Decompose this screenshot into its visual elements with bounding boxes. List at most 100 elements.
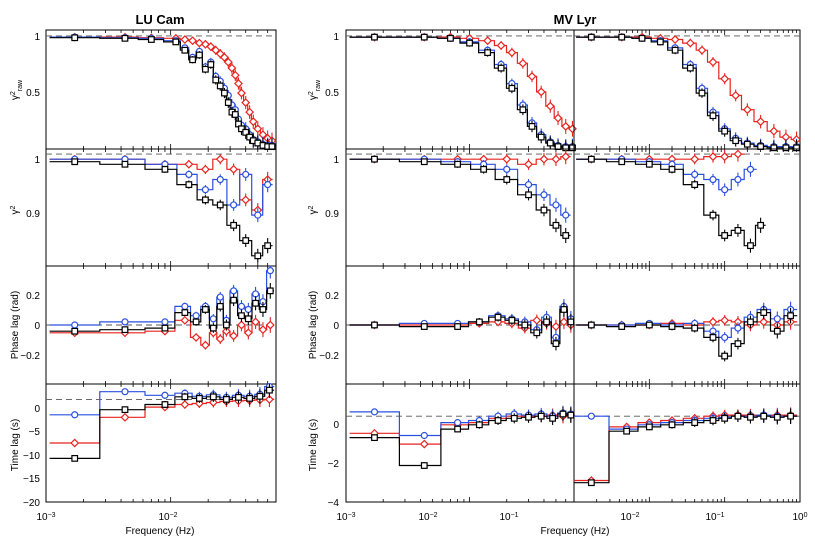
point-marker-red (241, 98, 251, 108)
point-marker-black (454, 323, 461, 330)
point-marker-black (537, 133, 545, 141)
axes-frame (573, 383, 801, 503)
point-marker-blue (746, 165, 755, 173)
point-marker-black (540, 206, 548, 214)
point-marker-black (71, 327, 79, 335)
point-marker-black (230, 296, 238, 304)
point-marker-red (223, 57, 233, 67)
point-marker-black (216, 201, 224, 209)
point-marker-black (202, 196, 209, 204)
ylabel-phase-right: Phase lag (rad) (308, 291, 319, 359)
point-marker-blue (192, 312, 200, 320)
point-marker-black (559, 410, 567, 418)
point-marker-blue (161, 391, 169, 399)
panel-lu-cam-phase-lag (45, 265, 277, 385)
point-marker-black (161, 324, 169, 332)
point-marker-red (742, 105, 752, 115)
panel-lu-cam-raw-coherence (45, 29, 277, 151)
point-marker-black (494, 313, 502, 321)
point-marker-black (71, 34, 79, 42)
series-line-red (576, 36, 800, 141)
ytick-coh-raw-05-right: 0.5 (325, 88, 339, 99)
point-marker-red (731, 91, 741, 100)
point-marker-red (496, 41, 506, 50)
ylabel-coh-raw-right: γ2raw (308, 79, 322, 100)
point-marker-black (562, 232, 570, 239)
point-marker-red (184, 159, 194, 169)
point-marker-black (497, 64, 505, 72)
xtick-right-1e-2: 10−2 (418, 512, 437, 524)
ytick-coh-raw-1-right: 1 (333, 32, 339, 43)
xtick-right2-1e-1: 10−1 (705, 512, 724, 524)
series-line-blue (576, 158, 757, 191)
panel-mv-lyr-time-lag-lc2- (573, 383, 801, 503)
point-marker-black (212, 76, 220, 84)
point-marker-black (216, 302, 224, 310)
panel-mv-lyr-phase-lag-lc2- (573, 265, 801, 385)
point-marker-red (419, 439, 429, 449)
point-marker-black (209, 324, 217, 332)
point-marker-blue (734, 175, 742, 184)
panel-mv-lyr-time-lag-lc1- (345, 383, 576, 503)
point-marker-black (743, 140, 751, 148)
point-marker-black (525, 191, 532, 199)
point-marker-black (757, 221, 765, 229)
point-marker-black (181, 393, 189, 401)
point-marker-black (238, 125, 245, 133)
point-marker-black (242, 237, 250, 244)
point-marker-black (230, 221, 238, 229)
point-marker-black (732, 137, 740, 145)
point-marker-red (245, 107, 255, 117)
point-marker-black (525, 413, 532, 421)
ytick-phase-0-right: 0 (333, 321, 339, 332)
point-marker-black (734, 226, 742, 234)
xtick-right2-1e0: 100 (792, 512, 807, 524)
ylabel-time-right: Time lag (s) (308, 419, 319, 471)
point-marker-black (189, 56, 197, 64)
point-marker-blue (216, 293, 224, 301)
point-marker-black (181, 309, 189, 316)
point-marker-blue (370, 408, 379, 416)
point-marker-red (733, 149, 743, 159)
point-marker-black (202, 306, 209, 313)
ytick-time-m10-left: −10 (23, 451, 40, 462)
xlabel-left: Frequency (Hz) (126, 526, 195, 537)
series-line-red (574, 414, 798, 482)
ylabel-coh-left: γ2 (10, 205, 22, 214)
point-marker-blue (552, 201, 560, 209)
point-marker-black (549, 414, 557, 422)
point-marker-red (708, 317, 718, 327)
point-marker-black (760, 412, 768, 420)
point-marker-black (172, 38, 180, 46)
point-marker-black (231, 111, 239, 118)
point-marker-red (551, 322, 561, 332)
point-marker-black (656, 38, 664, 46)
point-marker-black (371, 155, 378, 163)
point-marker-red (524, 159, 533, 169)
point-marker-black (587, 33, 595, 41)
point-marker-red (551, 154, 561, 164)
point-marker-red (502, 154, 512, 164)
point-marker-red (264, 394, 274, 404)
point-marker-black (691, 419, 699, 427)
point-marker-black (668, 421, 676, 429)
point-marker-red (769, 126, 779, 136)
point-marker-black (147, 36, 155, 43)
point-marker-black (371, 434, 378, 442)
series-line-black (576, 312, 798, 357)
point-marker-blue (216, 175, 224, 184)
ytick-time-m15-left: −15 (23, 474, 40, 485)
point-marker-black (734, 412, 742, 420)
ytick-coh-1-left: 1 (34, 155, 40, 166)
point-marker-red (200, 39, 210, 49)
point-marker-black (221, 89, 228, 97)
point-marker-black (587, 479, 595, 487)
point-marker-blue (721, 186, 729, 194)
point-marker-red (215, 154, 225, 164)
ytick-coh-09-left: 0.9 (26, 209, 40, 220)
point-marker-red (180, 400, 190, 409)
series-line-red (576, 153, 745, 160)
point-marker-black (709, 211, 717, 219)
point-marker-black (447, 34, 454, 42)
